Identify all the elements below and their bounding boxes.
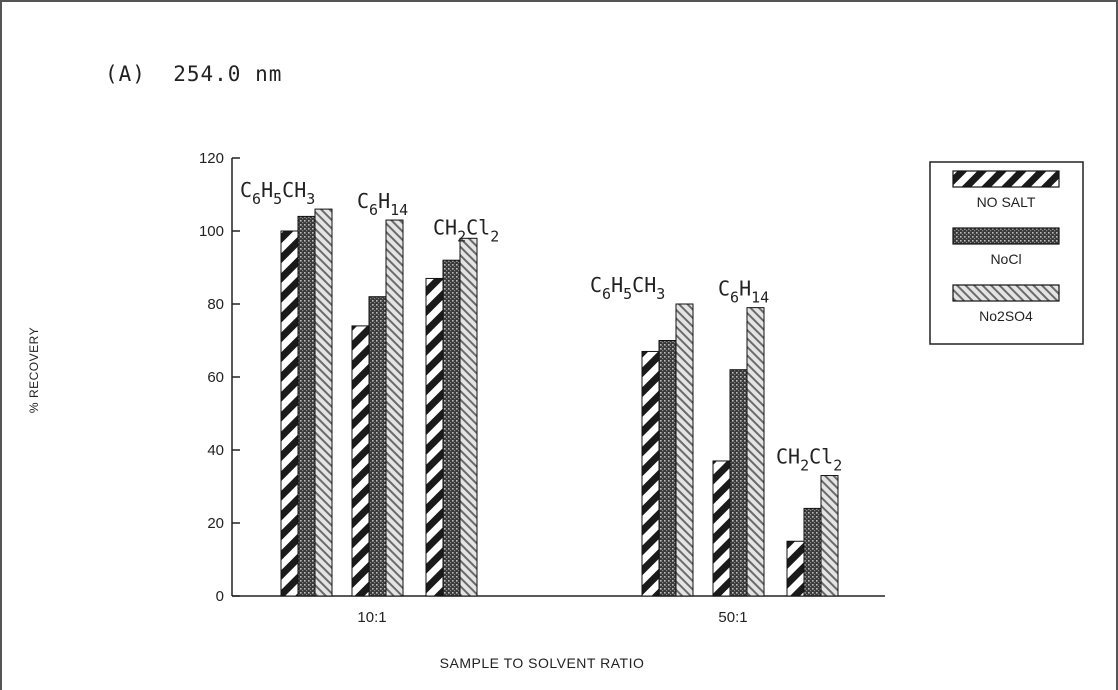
bar-10-1-s0-na2so4	[314, 208, 333, 597]
y-tick-label: 20	[207, 515, 224, 532]
bar-50-1-s1-nosalt	[712, 460, 731, 597]
y-tick-label: 40	[207, 442, 224, 459]
x-tick-label: 50:1	[718, 609, 747, 626]
bar-10-1-s2-na2so4	[459, 237, 478, 597]
solvent-label: C6H14	[718, 277, 769, 307]
y-tick-label: 60	[207, 369, 224, 386]
y-tick-label: 120	[199, 150, 224, 167]
panel-title: (A) 254.0 nm	[105, 62, 283, 86]
bar-10-1-s1-na2so4	[385, 219, 404, 597]
legend-box	[929, 161, 1084, 345]
solvent-label: CH2Cl2	[433, 215, 499, 245]
bar-10-1-s2-nosalt	[425, 277, 444, 597]
x-tick-label: 10:1	[357, 609, 386, 626]
solvent-label: CH2Cl2	[776, 445, 842, 475]
bar-50-1-s2-na2so4	[820, 475, 839, 597]
y-tick-label: 80	[207, 296, 224, 313]
solvent-label: C6H14	[357, 189, 408, 219]
bar-10-1-s2-nacl	[442, 259, 461, 597]
bar-10-1-s0-nosalt	[280, 230, 299, 597]
legend-label: No2SO4	[979, 308, 1033, 324]
y-axis-label: % RECOVERY	[27, 327, 41, 413]
legend-swatch-2	[952, 284, 1060, 302]
bar-50-1-s2-nacl	[803, 507, 822, 597]
legend-label: NO SALT	[977, 194, 1036, 210]
y-tick-label: 100	[199, 223, 224, 240]
bar-50-1-s1-na2so4	[746, 307, 765, 597]
bar-50-1-s1-nacl	[729, 369, 748, 597]
bar-50-1-s0-nosalt	[641, 350, 660, 597]
legend-swatch-0	[952, 170, 1060, 188]
solvent-labels: C6H5CH3 C6H14 CH2Cl2 C6H5CH3 C6H14 CH2Cl2	[240, 178, 842, 474]
legend-swatch-1	[952, 227, 1060, 245]
bar-50-1-s0-na2so4	[675, 303, 694, 597]
bars	[280, 208, 839, 597]
bar-10-1-s1-nacl	[368, 296, 387, 597]
bar-10-1-s0-nacl	[297, 215, 316, 597]
bar-50-1-s0-nacl	[658, 340, 677, 597]
legend-label: NoCl	[990, 251, 1021, 267]
bar-50-1-s2-nosalt	[786, 540, 805, 597]
solvent-label: C6H5CH3	[240, 178, 315, 208]
solvent-label: C6H5CH3	[590, 273, 665, 303]
legend: NO SALT NoCl No2SO4	[929, 161, 1084, 345]
x-axis-label: SAMPLE TO SOLVENT RATIO	[440, 655, 645, 671]
axes: 0 20 40 60 80 100 120 10:1 50:1	[199, 150, 885, 626]
y-tick-label: 0	[216, 588, 224, 605]
bar-10-1-s1-nosalt	[351, 325, 370, 597]
